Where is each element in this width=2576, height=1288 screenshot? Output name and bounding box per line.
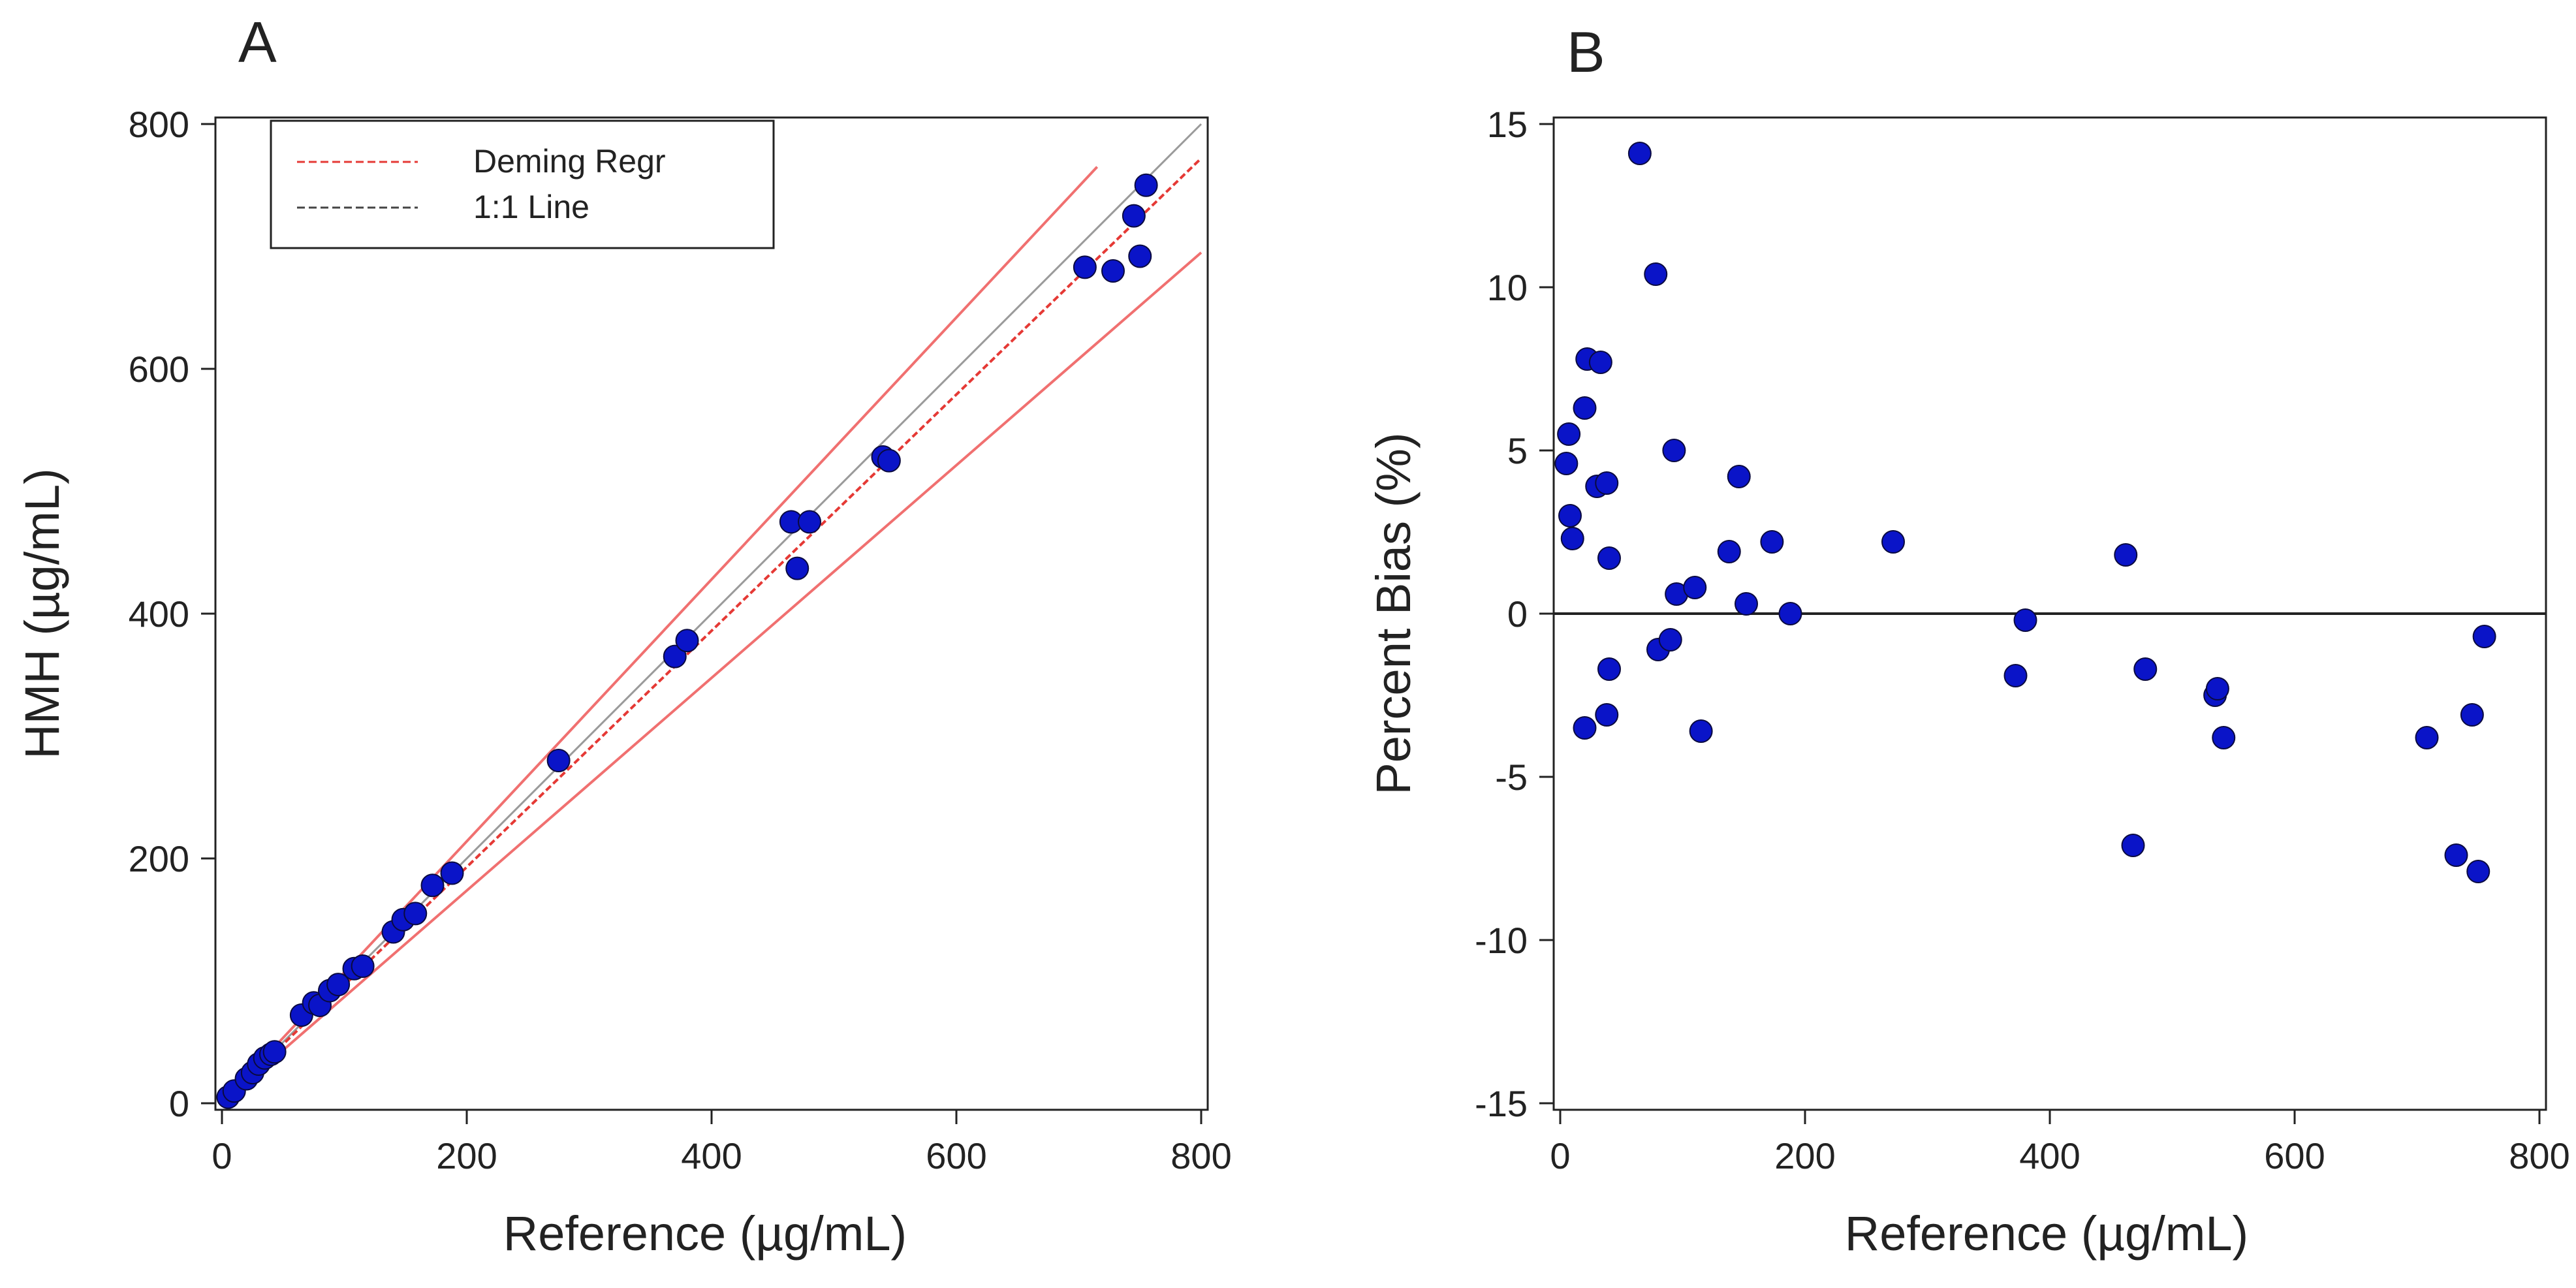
panel-a-data-point xyxy=(351,954,375,978)
panel-b-x-tick-label: 400 xyxy=(2019,1135,2080,1176)
panel-a-y-axis-label: HMH (µg/mL) xyxy=(15,468,69,759)
panel-a-data-point xyxy=(1128,244,1152,268)
panel-a-data-point xyxy=(403,902,428,926)
panel-b-x-axis-label: Reference (µg/mL) xyxy=(1845,1206,2248,1261)
panel-b-data-point xyxy=(2205,677,2229,700)
panel-b-data-point xyxy=(1658,628,1682,652)
panel-a-x-axis-label: Reference (µg/mL) xyxy=(503,1206,907,1261)
panel-b-data-point xyxy=(1627,142,1652,165)
panel-a-y-tick-label: 800 xyxy=(129,104,189,145)
panel-b-data-point xyxy=(2460,703,2484,727)
panel-b-data-point xyxy=(1644,262,1668,286)
panel-b-y-tick-label: -15 xyxy=(1475,1083,1528,1124)
panel-b-data-point xyxy=(1689,719,1713,743)
panel-b-data-point xyxy=(2472,625,2496,648)
panel-b-data-point xyxy=(1557,422,1581,446)
panel-b-data-point xyxy=(2133,657,2158,681)
panel-a-line-upper-limit xyxy=(221,166,1099,1105)
panel-b-x-ticks: 0 200 400 600 800 xyxy=(1550,1110,2570,1176)
panel-b-x-tick-label: 0 xyxy=(1550,1135,1570,1176)
panel-b-data-point xyxy=(1717,540,1741,563)
panel-b-data-point xyxy=(2013,608,2037,632)
panel-b: B 0 200 400 600 800 15 10 5 0 -5 -10 -15 Reference… xyxy=(1366,20,2570,1261)
panel-a-data-point xyxy=(798,510,821,534)
panel-b-data-point xyxy=(2444,843,2468,867)
panel-a-data-point xyxy=(1134,173,1158,197)
panel-b-data-point xyxy=(1727,465,1751,488)
panel-a-lines xyxy=(221,123,1202,1105)
panel-a: A 0 200 400 600 800 0 200 400 600 800 Reference … xyxy=(15,10,1232,1261)
panel-a-data-point xyxy=(1101,259,1125,283)
panel-a-line-deming-regr xyxy=(221,157,1202,1105)
panel-b-y-tick-label: 5 xyxy=(1507,430,1528,471)
panel-b-y-tick-label: 10 xyxy=(1487,267,1528,308)
panel-a-letter: A xyxy=(238,10,277,74)
panel-b-data-point xyxy=(1597,546,1621,570)
panel-a-data-point xyxy=(420,873,445,898)
panel-b-letter: B xyxy=(1567,20,1605,84)
panel-a-data-point xyxy=(675,629,699,653)
panel-b-data-point xyxy=(1554,452,1579,475)
panel-b-y-axis-label: Percent Bias (%) xyxy=(1366,432,1421,794)
panel-b-x-tick-label: 600 xyxy=(2264,1135,2325,1176)
panel-a-points xyxy=(216,173,1158,1109)
panel-b-data-point xyxy=(2212,726,2236,749)
panel-b-data-point xyxy=(1881,530,1905,554)
panel-a-y-tick-label: 600 xyxy=(129,349,189,390)
panel-a-legend: Deming Regr 1:1 Line xyxy=(270,119,775,249)
panel-a-data-point xyxy=(546,749,571,772)
panel-a-y-tick-label: 200 xyxy=(129,838,189,879)
panel-a-x-ticks: 0 200 400 600 800 xyxy=(212,1110,1232,1176)
panel-b-y-tick-label: 15 xyxy=(1487,104,1528,145)
legend-label-identity: 1:1 Line xyxy=(473,189,589,225)
panel-a-x-tick-label: 0 xyxy=(212,1135,232,1176)
panel-b-data-point xyxy=(1588,351,1612,374)
panel-a-data-point xyxy=(1122,204,1146,228)
panel-b-y-tick-label: -5 xyxy=(1495,757,1528,798)
panel-a-y-ticks: 0 200 400 600 800 xyxy=(129,104,215,1124)
panel-a-data-point xyxy=(663,644,687,668)
panel-b-data-point xyxy=(2121,834,2145,857)
panel-b-data-point xyxy=(2415,726,2439,749)
panel-b-data-point xyxy=(1683,576,1707,599)
panel-a-data-point xyxy=(262,1040,287,1064)
legend-label-deming: Deming Regr xyxy=(473,143,666,180)
panel-b-data-point xyxy=(2466,860,2490,883)
panel-b-data-point xyxy=(1595,703,1619,727)
panel-b-x-tick-label: 200 xyxy=(1774,1135,1835,1176)
panel-a-data-point xyxy=(440,861,464,885)
panel-a-data-point xyxy=(785,556,809,580)
panel-a-data-point xyxy=(1073,255,1097,279)
panel-a-data-point xyxy=(326,973,351,997)
panel-b-data-point xyxy=(1560,527,1584,550)
panel-b-x-tick-label: 800 xyxy=(2509,1135,2569,1176)
panel-b-y-ticks: 15 10 5 0 -5 -10 -15 xyxy=(1475,104,1554,1124)
panel-a-data-point xyxy=(877,448,901,473)
panel-a-x-tick-label: 600 xyxy=(926,1135,986,1176)
panel-b-y-tick-label: 0 xyxy=(1507,593,1528,635)
panel-b-data-point xyxy=(1573,396,1597,420)
panel-b-data-point xyxy=(2003,664,2028,687)
panel-a-x-tick-label: 400 xyxy=(681,1135,742,1176)
panel-b-data-point xyxy=(1595,471,1619,495)
panel-a-y-tick-label: 400 xyxy=(129,593,189,635)
panel-a-line-lower-limit xyxy=(221,251,1202,1105)
panel-a-x-tick-label: 800 xyxy=(1170,1135,1231,1176)
panel-b-y-tick-label: -10 xyxy=(1475,920,1528,961)
panel-b-data-point xyxy=(1760,530,1784,554)
panel-a-y-tick-label: 0 xyxy=(169,1083,189,1124)
panel-b-data-point xyxy=(1573,716,1597,740)
panel-b-data-point xyxy=(1735,592,1758,616)
panel-b-data-point xyxy=(1597,657,1621,681)
panel-b-data-point xyxy=(2114,543,2138,567)
panel-a-x-tick-label: 200 xyxy=(436,1135,497,1176)
panel-b-data-point xyxy=(1778,602,1802,625)
panel-b-data-point xyxy=(1662,439,1686,462)
panel-b-data-point xyxy=(1558,504,1582,527)
legend-frame xyxy=(270,119,775,249)
panel-b-points xyxy=(1554,142,2496,883)
